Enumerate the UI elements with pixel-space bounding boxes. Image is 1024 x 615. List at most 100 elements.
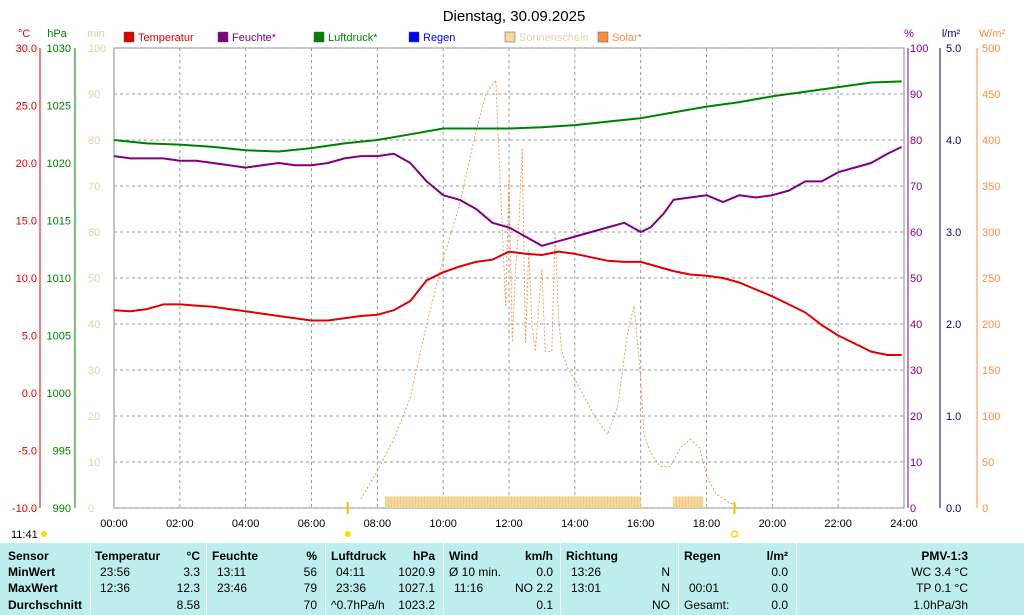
feuchte-line xyxy=(113,146,903,247)
solar-tick-label: 50 xyxy=(982,457,994,469)
wind-max-time: 11:16 xyxy=(454,581,484,595)
feuchte-tick-label: 70 xyxy=(910,181,922,193)
solar-unit-label: W/m² xyxy=(979,28,1006,40)
luftdruck-max-time: 23:36 xyxy=(336,581,367,595)
x-tick-label: 22:00 xyxy=(824,518,852,530)
solar-tick-label: 350 xyxy=(982,181,1000,193)
luftdruck-tick-label: 1025 xyxy=(47,101,71,113)
solar-line xyxy=(360,79,740,509)
row-label-avg: Durchschnitt xyxy=(8,598,83,612)
wind-unit: km/h xyxy=(524,549,553,563)
feuchte-tick-label: 40 xyxy=(910,319,922,331)
solar-tick-label: 150 xyxy=(982,365,1000,377)
temperatur-max-time: 12:36 xyxy=(100,581,131,595)
temperatur-line xyxy=(113,250,902,356)
luftdruck-tick-label: 1020 xyxy=(47,158,71,170)
regen-tick-label: 1.0 xyxy=(946,411,961,423)
temperatur-tick-label: 0.0 xyxy=(22,388,37,400)
x-tick-label: 18:00 xyxy=(693,518,721,530)
luftdruck-tick-label: 1030 xyxy=(47,43,71,55)
pmv-dewpoint: TP 0.1 °C xyxy=(916,581,968,595)
temperatur-tick-label: 5.0 xyxy=(22,331,37,343)
sonnenschein-tick-label: 50 xyxy=(88,273,100,285)
wind-max: NO 2.2 xyxy=(514,581,553,595)
sonnenschein-tick-label: 100 xyxy=(88,43,106,55)
regen-max-time: 00:01 xyxy=(689,581,720,595)
legend: Temperatur Feuchte* Luftdruck* Regen Sonnens… xyxy=(123,31,643,44)
luftdruck-avg: 1023.2 xyxy=(398,598,435,612)
richtung-header: Richtung xyxy=(566,549,618,563)
feuchte-tick-label: 90 xyxy=(910,89,922,101)
solar-tick-label: 250 xyxy=(982,273,1000,285)
sonnenschein-tick-label: 70 xyxy=(88,181,100,193)
regen-min: 0.0 xyxy=(771,565,788,579)
row-label-min: MinWert xyxy=(8,565,56,579)
luftdruck-max: 1027.1 xyxy=(398,581,435,595)
temperatur-header: Temperatur xyxy=(95,549,161,563)
richtung-max: N xyxy=(661,581,670,595)
legend-label-sun: Sonnenschein xyxy=(519,32,589,44)
luftdruck-min: 1020.9 xyxy=(398,565,435,579)
regen-tick-label: 2.0 xyxy=(946,319,961,331)
temperatur-tick-label: 30.0 xyxy=(16,43,37,55)
solar-tick-label: 500 xyxy=(982,43,1000,55)
x-tick-label: 02:00 xyxy=(166,518,194,530)
x-tick-label: 06:00 xyxy=(298,518,326,530)
sonnenschein-tick-label: 40 xyxy=(88,319,100,331)
legend-label-temp: Temperatur xyxy=(138,32,194,44)
regen-total-label: Gesamt: xyxy=(684,598,730,612)
pmv-pressure-trend: 1.0hPa/3h xyxy=(913,598,968,612)
legend-swatch-press xyxy=(313,31,325,43)
legend-label-solar: Solar* xyxy=(612,32,643,44)
luftdruck-tick-label: 1015 xyxy=(47,216,71,228)
feuchte-tick-label: 100 xyxy=(910,43,928,55)
solar-tick-label: 400 xyxy=(982,135,1000,147)
sun-marker-icon xyxy=(41,531,47,537)
temperatur-tick-label: -10.0 xyxy=(12,503,37,515)
feuchte-max: 79 xyxy=(303,581,317,595)
feuchte-min: 56 xyxy=(303,565,317,579)
sonnenschein-tick-label: 80 xyxy=(88,135,100,147)
feuchte-tick-label: 10 xyxy=(910,457,922,469)
regen-header: Regen xyxy=(684,549,721,563)
solar-tick-label: 450 xyxy=(982,89,1000,101)
luftdruck-trend: ^0.7hPa/h xyxy=(331,598,385,612)
feuchte-tick-label: 50 xyxy=(910,273,922,285)
legend-swatch-hum xyxy=(217,31,229,43)
temperatur-tick-label: -5.0 xyxy=(18,446,37,458)
luftdruck-unit: hPa xyxy=(412,549,435,563)
axes: 00:00 02:00 04:00 06:00 08:00 10:00 12:00 14:00… xyxy=(12,28,1006,538)
legend-swatch-rain xyxy=(408,31,420,43)
feuchte-tick-label: 20 xyxy=(910,411,922,423)
luftdruck-min-time: 04:11 xyxy=(336,565,366,579)
x-tick-label: 24:00 xyxy=(890,518,918,530)
feuchte-tick-label: 60 xyxy=(910,227,922,239)
x-tick-label: 12:00 xyxy=(495,518,523,530)
luftdruck-tick-label: 1000 xyxy=(47,388,71,400)
regen-tick-label: 3.0 xyxy=(946,227,961,239)
x-tick-label: 10:00 xyxy=(429,518,457,530)
luftdruck-tick-label: 1005 xyxy=(47,331,71,343)
x-tick-label: 00:00 xyxy=(100,518,128,530)
feuchte-unit-label: % xyxy=(904,28,914,40)
luftdruck-tick-label: 995 xyxy=(53,446,71,458)
temperatur-tick-label: 25.0 xyxy=(16,101,37,113)
sonnenschein-tick-label: 90 xyxy=(88,89,100,101)
feuchte-min-time: 13:11 xyxy=(217,565,247,579)
richtung-min: N xyxy=(661,565,670,579)
temperatur-tick-label: 10.0 xyxy=(16,273,37,285)
regen-tick-label: 5.0 xyxy=(946,43,961,55)
feuchte-tick-label: 80 xyxy=(910,135,922,147)
temperatur-tick-label: 20.0 xyxy=(16,158,37,170)
luftdruck-header: Luftdruck xyxy=(331,549,387,563)
feuchte-avg: 70 xyxy=(303,598,317,612)
regen-unit: l/m² xyxy=(766,549,788,563)
x-tick-label: 16:00 xyxy=(627,518,655,530)
sonnenschein-tick-label: 20 xyxy=(88,411,100,423)
richtung-min-time: 13:26 xyxy=(571,565,602,579)
temperatur-max: 12.3 xyxy=(176,581,200,595)
solar-tick-label: 300 xyxy=(982,227,1000,239)
row-label-max: MaxWert xyxy=(8,581,58,595)
x-tick-label: 14:00 xyxy=(561,518,589,530)
chart-title: Dienstag, 30.09.2025 xyxy=(443,8,586,25)
